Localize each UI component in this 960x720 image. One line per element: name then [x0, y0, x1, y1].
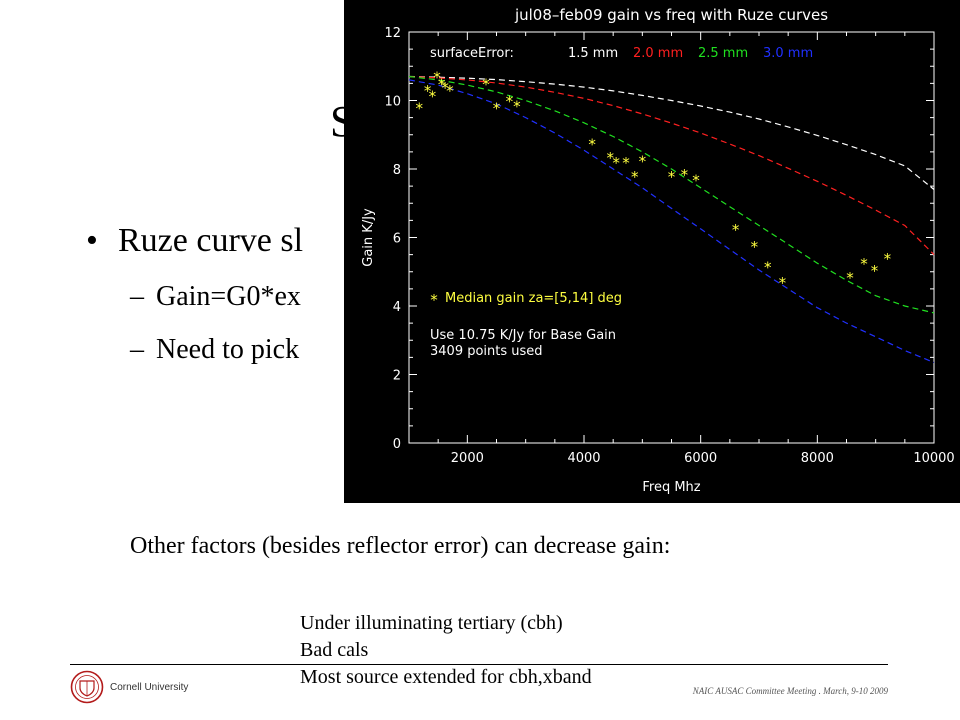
footer-rule: [70, 664, 888, 665]
factor-item: Under illuminating tertiary (cbh): [300, 612, 563, 634]
y-tick-label: 10: [384, 95, 401, 110]
gain-point: *: [588, 135, 596, 153]
cornell-seal-icon: [70, 670, 104, 704]
gain-point: *: [751, 238, 759, 256]
legend-entry: 2.0 mm: [633, 46, 683, 61]
logo-text: Cornell University: [110, 681, 189, 693]
legend-entry: 1.5 mm: [568, 46, 618, 61]
x-tick-label: 10000: [913, 451, 954, 466]
x-tick-label: 2000: [451, 451, 484, 466]
cornell-logo: Cornell University: [70, 670, 188, 704]
x-axis-label: Freq Mhz: [642, 480, 700, 495]
gain-point: *: [884, 250, 892, 268]
y-tick-label: 8: [393, 163, 401, 178]
plot-frame: [408, 31, 935, 444]
y-tick-label: 0: [393, 437, 401, 452]
gain-point: *: [429, 87, 437, 105]
y-tick-label: 6: [393, 232, 401, 247]
legend-entry: 3.0 mm: [763, 46, 813, 61]
x-tick-label: 4000: [567, 451, 600, 466]
chart-svg: 2000 4000 6000 8000 10000 0 2 4 6 8 10 12 jul08–feb0…: [361, 6, 955, 495]
gain-point: *: [668, 168, 676, 186]
gain-point: *: [779, 274, 787, 292]
chart-title: jul08–feb09 gain vs freq with Ruze curve…: [514, 6, 828, 24]
gain-point: *: [513, 98, 521, 116]
sub-bullet-need-to-pick: – Need to pick: [130, 334, 299, 366]
bullet-ruze-curve: • Ruze curve sl: [86, 222, 303, 260]
gain-point: *: [631, 168, 639, 186]
footer-text: NAIC AUSAC Committee Meeting . March, 9-…: [692, 686, 888, 696]
gain-point: *: [622, 154, 630, 172]
annotation-points-used: 3409 points used: [430, 344, 543, 359]
factor-item: Bad cals: [300, 639, 369, 661]
bullet-text: Ruze curve sl: [118, 222, 304, 259]
gain-point: *: [493, 99, 501, 117]
y-tick-label: 2: [393, 369, 401, 384]
gain-point: *: [482, 75, 490, 93]
gain-point: *: [424, 82, 432, 100]
ruze-curve: [408, 75, 935, 256]
dash-mark: –: [130, 334, 144, 365]
legend-entry: Median gain za=[5,14] deg: [445, 291, 622, 306]
gain-point: *: [438, 75, 446, 93]
sub-bullet-text: Need to pick: [156, 334, 300, 365]
gain-point: *: [506, 93, 514, 111]
gain-point: *: [441, 79, 449, 97]
factor-list: Under illuminating tertiary (cbh) Bad ca…: [300, 610, 592, 691]
ruze-curve: [408, 79, 935, 364]
legend-title: surfaceError:: [430, 46, 514, 61]
y-axis-label: Gain K/Jy: [361, 208, 376, 267]
sub-bullet-text: Gain=G0*ex: [156, 281, 301, 312]
bullet-mark: •: [86, 222, 98, 259]
y-tick-label: 4: [393, 300, 401, 315]
gain-point: *: [846, 269, 854, 287]
gain-point: *: [415, 99, 423, 117]
gain-point: *: [681, 166, 689, 184]
gain-point: *: [764, 259, 772, 277]
gain-point: *: [860, 255, 868, 273]
gain-point: *: [612, 154, 620, 172]
gain-point: *: [433, 69, 441, 87]
gain-point: *: [446, 82, 454, 100]
legend-entry: 2.5 mm: [698, 46, 748, 61]
gain-vs-freq-plot: 2000 4000 6000 8000 10000 0 2 4 6 8 10 12 jul08–feb0…: [344, 0, 960, 503]
sub-bullet-gain-formula: – Gain=G0*ex: [130, 281, 301, 313]
x-tick-label: 6000: [684, 451, 717, 466]
x-tick-label: 8000: [801, 451, 834, 466]
ruze-curve: [408, 75, 935, 190]
y-tick-label: 12: [384, 26, 401, 41]
gain-point: *: [871, 262, 879, 280]
dash-mark: –: [130, 281, 144, 312]
gain-point: *: [732, 221, 740, 239]
legend-marker: *: [430, 291, 438, 309]
gain-point: *: [692, 171, 700, 189]
gain-point: *: [607, 149, 615, 167]
other-factors-text: Other factors (besides reflector error) …: [130, 533, 671, 559]
annotation-base-gain: Use 10.75 K/Jy for Base Gain: [430, 328, 616, 343]
ruze-curve: [408, 75, 935, 314]
factor-item: Most source extended for cbh,xband: [300, 666, 592, 688]
gain-point: *: [639, 152, 647, 170]
